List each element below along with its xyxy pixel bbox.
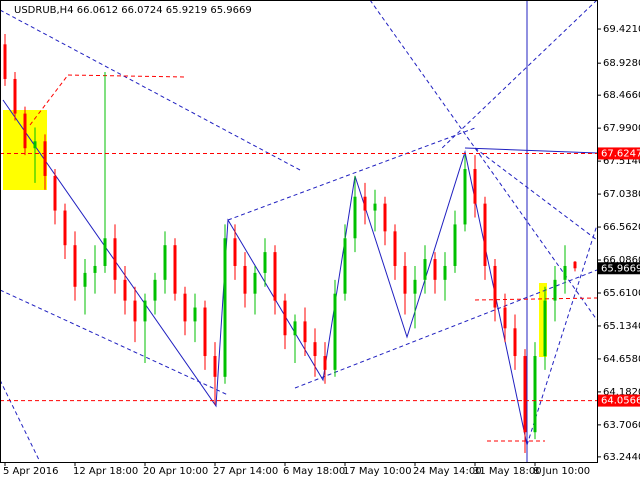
candle-body xyxy=(223,238,227,377)
candle-body xyxy=(283,300,287,336)
chart-title: USDRUB,H4 66.0612 66.0724 65.9219 65.966… xyxy=(14,5,252,16)
red-dashed xyxy=(29,74,598,442)
candle-body xyxy=(463,169,467,225)
highlight-box xyxy=(539,283,547,357)
frame xyxy=(0,0,598,463)
candle-body xyxy=(353,196,357,239)
candle-body xyxy=(253,272,257,294)
y-tick-label: 66.5620 xyxy=(603,222,640,233)
candle-body xyxy=(453,224,457,266)
candle-body xyxy=(103,238,107,266)
candle-body xyxy=(423,259,427,280)
y-tick-label: 64.1820 xyxy=(603,387,640,398)
candle-body xyxy=(383,203,387,232)
candle-body xyxy=(533,356,537,433)
y-tick-label: 64.6580 xyxy=(603,354,640,365)
level-label-bg xyxy=(598,394,640,407)
y-tick-label: 63.7060 xyxy=(603,420,640,431)
candle-body xyxy=(43,141,47,176)
candle-body xyxy=(33,141,37,149)
candle-body xyxy=(323,356,327,370)
candle-body xyxy=(113,238,117,280)
candle-body xyxy=(3,44,7,79)
x-tick-label: 6 May 18:00 xyxy=(283,466,345,477)
candle-body xyxy=(203,307,207,357)
candle-body xyxy=(303,321,307,343)
candle-body xyxy=(193,307,197,322)
candle-body xyxy=(133,300,137,322)
candle-body xyxy=(363,196,367,211)
candle-body xyxy=(483,203,487,266)
x-tick-label: 31 May 18:00 xyxy=(473,466,542,477)
x-tick-label: 8 Jun 10:00 xyxy=(533,466,590,477)
candle-body xyxy=(513,328,517,357)
candle-body xyxy=(73,245,77,287)
level-label: 64.0566 xyxy=(601,396,640,407)
y-tick-label: 67.5140 xyxy=(603,156,640,167)
y-tick-label: 68.9280 xyxy=(603,58,640,69)
candle-body xyxy=(123,279,127,301)
level-label: 67.6247 xyxy=(601,148,640,159)
plot-area xyxy=(0,33,597,453)
y-tick-label: 63.2440 xyxy=(603,452,640,463)
candle-body xyxy=(153,279,157,301)
candle-body xyxy=(393,231,397,266)
candle-body xyxy=(243,265,247,294)
candle-body xyxy=(523,356,527,433)
x-tick-label: 17 May 10:00 xyxy=(343,466,412,477)
channel-lines xyxy=(0,0,598,463)
y-tick-label: 69.4210 xyxy=(603,24,640,35)
candle-body xyxy=(53,175,57,211)
candle-body xyxy=(13,78,17,114)
candle-body xyxy=(553,279,557,301)
candle-body xyxy=(573,261,577,269)
candle-body xyxy=(493,265,497,308)
candle-body xyxy=(23,113,27,149)
candle-body xyxy=(263,252,267,273)
candle-body xyxy=(503,307,507,329)
candle-body xyxy=(373,203,377,211)
candle-body xyxy=(173,245,177,294)
candle-body xyxy=(143,300,147,322)
y-tick-label: 67.0380 xyxy=(603,189,640,200)
level-label-bg xyxy=(598,147,640,160)
y-tick-label: 65.6100 xyxy=(603,288,640,299)
candle-body xyxy=(313,342,317,357)
y-tick-label: 66.0860 xyxy=(603,255,640,266)
projection-line xyxy=(464,147,598,154)
candle-body xyxy=(93,265,97,273)
price-label-bg xyxy=(598,262,640,275)
candle-body xyxy=(213,356,217,377)
x-tick-label: 20 Apr 10:00 xyxy=(143,466,208,477)
candle-body xyxy=(443,265,447,280)
candle-body xyxy=(293,321,297,336)
candle-body xyxy=(413,279,417,294)
x-tick-label: 27 Apr 14:00 xyxy=(213,466,278,477)
y-tick-label: 68.4660 xyxy=(603,90,640,101)
candle-body xyxy=(163,245,167,280)
candle-body xyxy=(273,252,277,301)
candle-body xyxy=(83,272,87,287)
trend-line xyxy=(2,99,528,446)
price-label: 65.9669 xyxy=(601,263,640,274)
y-tick-label: 67.9900 xyxy=(603,123,640,134)
candle-body xyxy=(333,293,337,370)
candle-body xyxy=(343,238,347,294)
y-tick-label: 65.1340 xyxy=(603,321,640,332)
candle-body xyxy=(403,265,407,294)
candle-body xyxy=(563,265,567,280)
x-tick-label: 24 May 14:00 xyxy=(413,466,482,477)
x-tick-label: 5 Apr 2016 xyxy=(3,466,58,477)
candle-body xyxy=(433,259,437,280)
candle-body xyxy=(473,169,477,204)
candle-body xyxy=(183,293,187,322)
candle-body xyxy=(63,210,67,246)
candle-body xyxy=(543,300,547,357)
candle-body xyxy=(233,238,237,266)
x-tick-label: 12 Apr 18:00 xyxy=(73,466,138,477)
